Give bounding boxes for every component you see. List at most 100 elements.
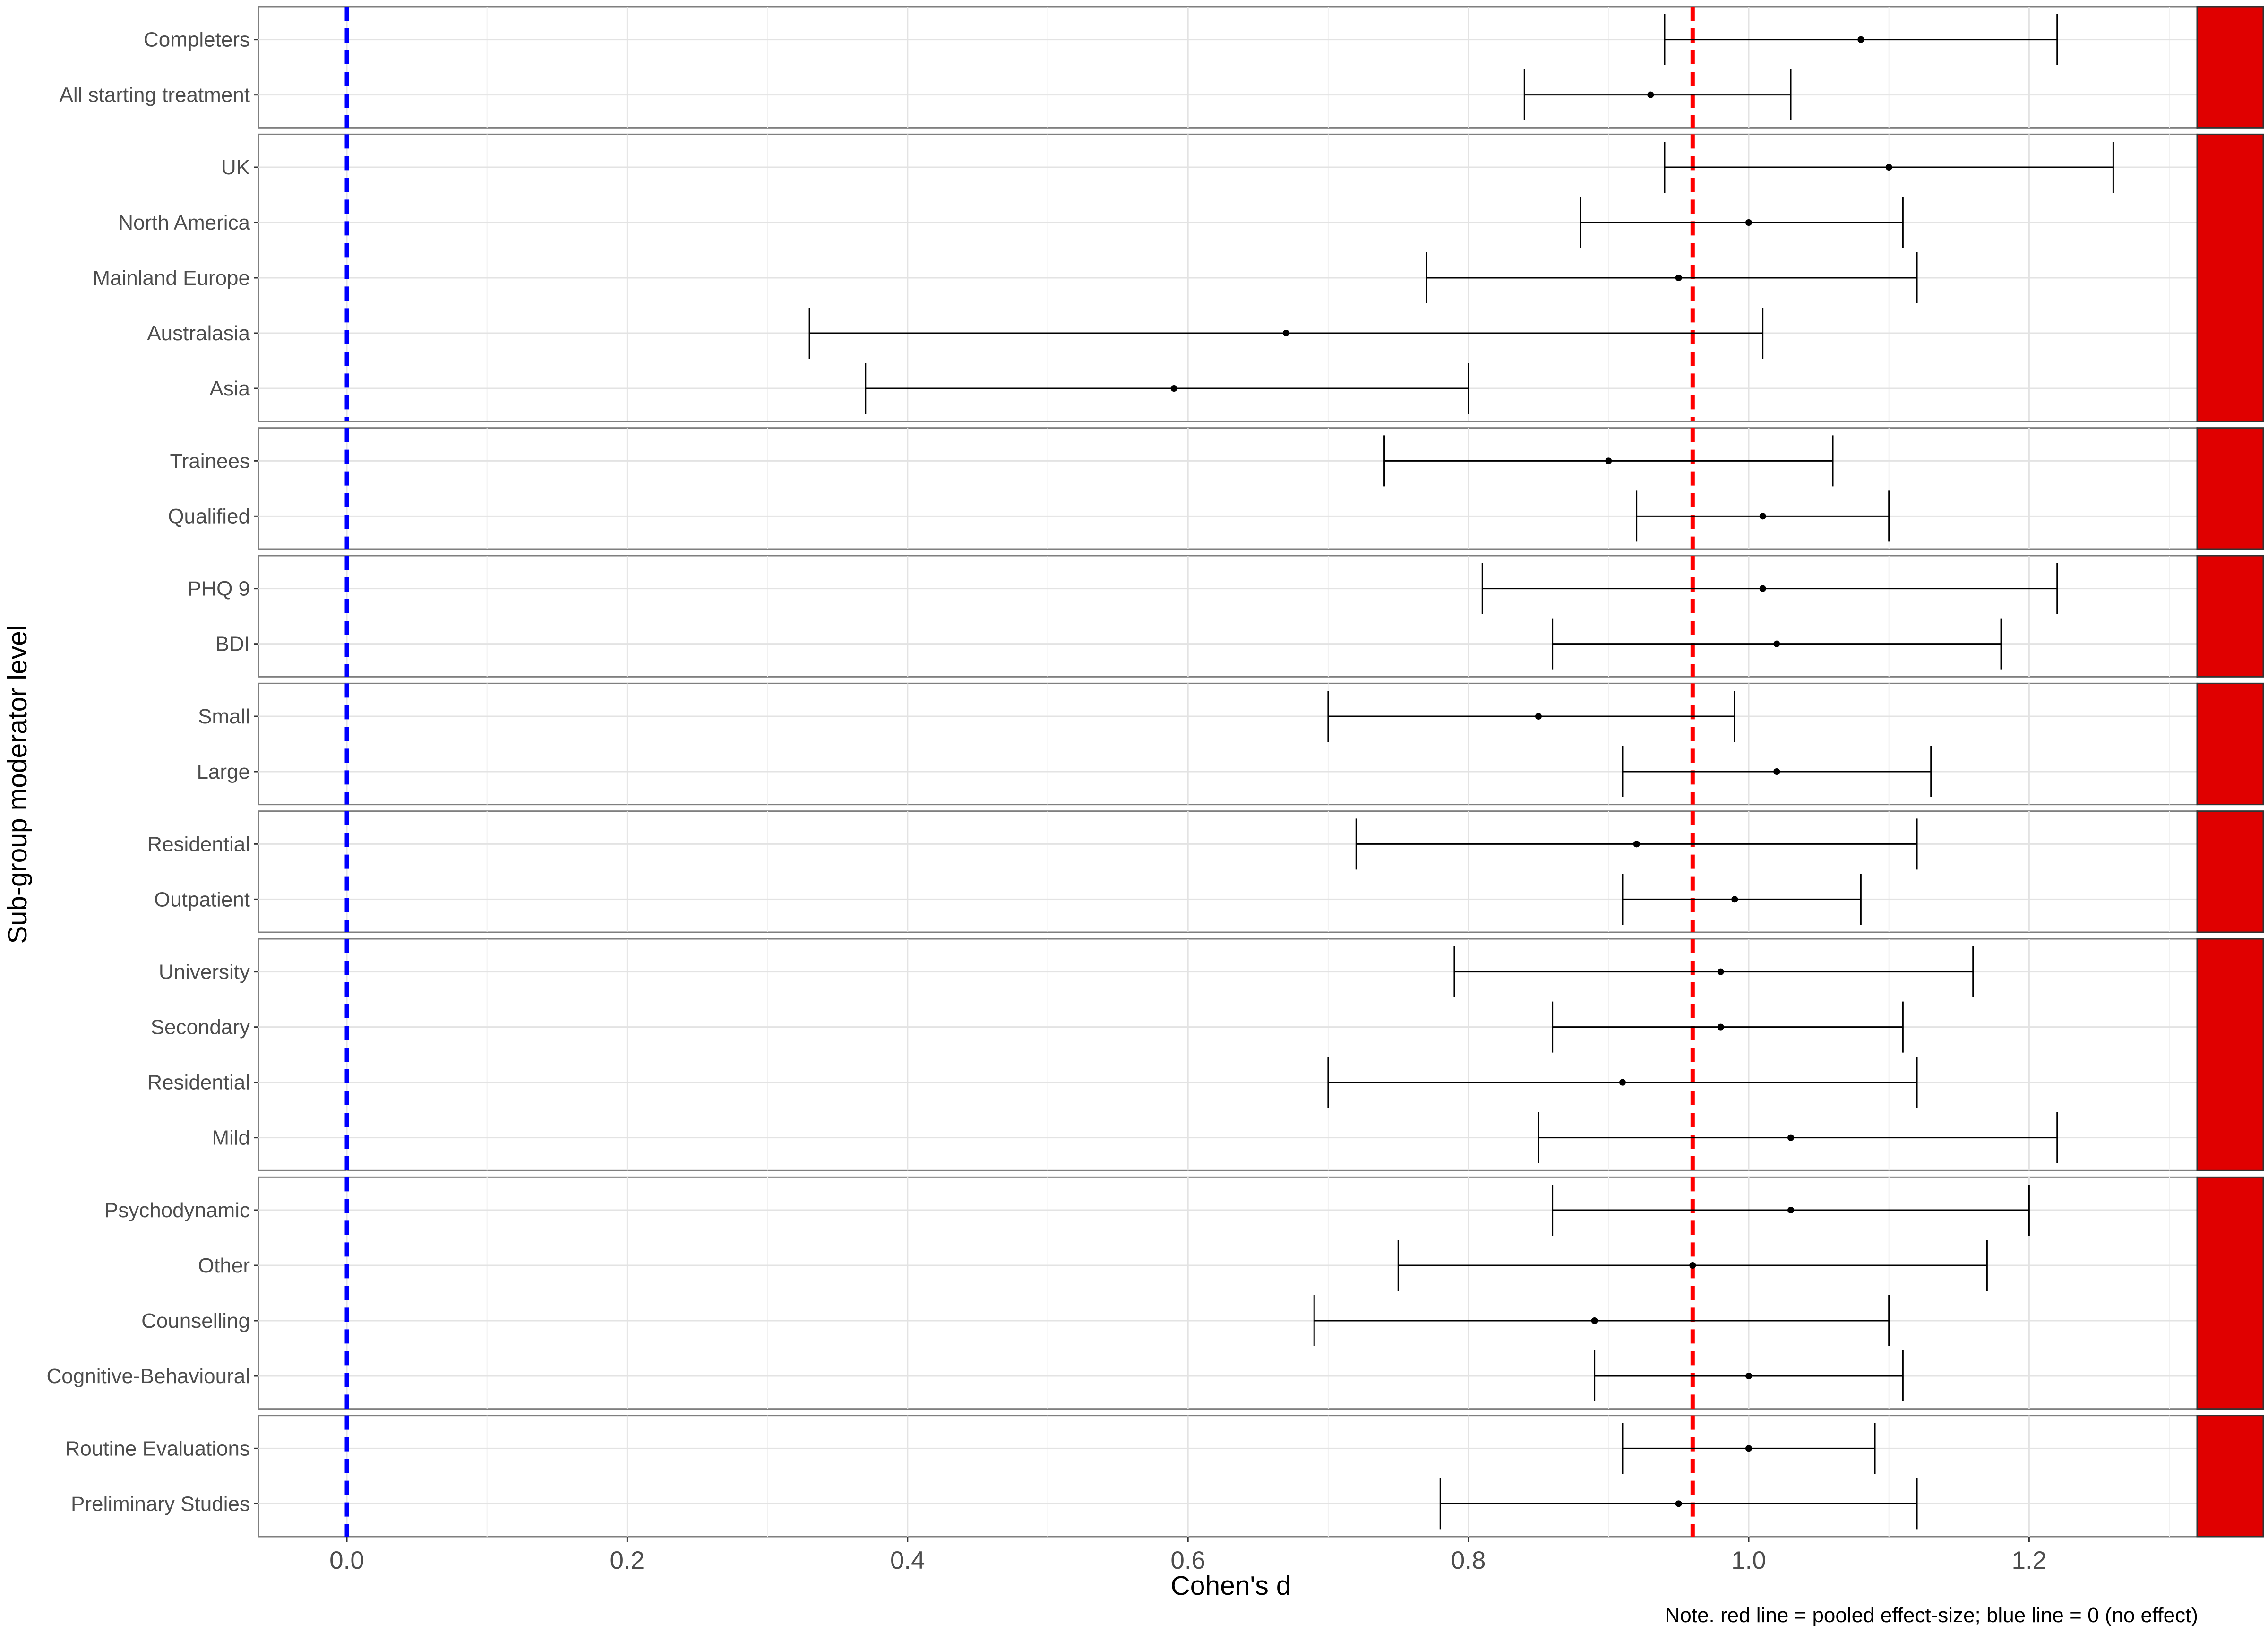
point-estimate (1605, 457, 1612, 464)
point-estimate (1647, 91, 1654, 98)
point-estimate (1773, 640, 1780, 647)
panel-frame (258, 6, 2198, 129)
panel-frame (258, 810, 2198, 933)
point-estimate (1633, 841, 1640, 848)
y-tick-label: UK (221, 156, 250, 179)
facet-panel: UniversitySecondaryResidentialMildSeveri… (147, 938, 2264, 1171)
point-estimate (1885, 164, 1892, 171)
y-tick-label: Completers (144, 28, 250, 52)
facet-strip (2196, 6, 2264, 129)
point-estimate (1773, 768, 1780, 775)
point-estimate (1675, 275, 1682, 281)
point-estimate (1745, 1373, 1752, 1379)
x-tick-label: 0.2 (610, 1547, 645, 1574)
y-tick-label: All starting treatment (60, 84, 250, 107)
panel-frame (258, 1176, 2198, 1410)
x-tick-label: 0.0 (329, 1547, 364, 1574)
panel-frame (258, 555, 2198, 678)
facet-strip (2196, 1176, 2264, 1410)
error-bar (1426, 252, 1918, 303)
facet-panel: UK North America Mainland Europe Australasi… (93, 133, 2264, 422)
panel-frame (258, 1415, 2198, 1538)
point-estimate (1759, 585, 1766, 592)
x-tick-label: 0.6 (1170, 1547, 1205, 1574)
y-tick-label: Asia (209, 377, 250, 400)
y-tick-label: Australasia (147, 322, 250, 345)
x-tick-label: 0.8 (1451, 1547, 1486, 1574)
x-tick-label: 0.4 (890, 1547, 925, 1574)
y-tick-label: Cognitive-Behavioural (47, 1365, 250, 1388)
point-estimate (1759, 513, 1766, 520)
point-estimate (1745, 219, 1752, 226)
facet-strip (2196, 810, 2264, 933)
facet-strip (2196, 555, 2264, 678)
y-tick-label: Mainland Europe (93, 266, 250, 290)
point-estimate (1619, 1079, 1626, 1086)
x-tick-label: 1.0 (1731, 1547, 1766, 1574)
facet-strip (2196, 1415, 2264, 1538)
facet-strip (2196, 133, 2264, 422)
panel-frame (258, 682, 2198, 806)
y-tick-label: Psychodynamic (104, 1199, 250, 1222)
chart-caption: Note. red line = pooled effect-size; blu… (1665, 1604, 2198, 1627)
y-tick-label: Secondary (151, 1016, 250, 1039)
panel-frame (258, 938, 2198, 1171)
error-bar (1481, 563, 2058, 614)
facet-strip (2196, 938, 2264, 1171)
y-tick-label: Qualified (168, 505, 250, 528)
point-estimate (1591, 1317, 1598, 1324)
point-estimate (1787, 1207, 1795, 1213)
point-estimate (1282, 330, 1289, 336)
point-estimate (1689, 1262, 1696, 1269)
point-estimate (1731, 896, 1738, 903)
point-estimate (1675, 1500, 1682, 1507)
point-estimate (1857, 36, 1864, 43)
facet-panel: Psychodynamic Other Counselling Cognitive-B… (47, 1176, 2264, 1410)
y-tick-label: Other (198, 1254, 250, 1277)
y-tick-label: University (159, 961, 250, 984)
x-axis: 0.0 0.2 0.4 0.6 0.8 1.0 1.2 (329, 1537, 2046, 1574)
panel-frame (258, 427, 2198, 550)
y-tick-label: Preliminary Studies (71, 1492, 250, 1515)
point-estimate (1170, 385, 1177, 392)
y-tick-label: PHQ 9 (188, 577, 250, 601)
point-estimate (1745, 1445, 1752, 1452)
error-bar (1552, 1001, 1904, 1053)
facet-panel: ResidentialOutpatientSetting (147, 810, 2264, 933)
y-tick-label: Routine Evaluations (65, 1437, 250, 1460)
y-tick-label: Residential (147, 833, 250, 856)
facet-strip (2196, 427, 2264, 550)
error-bar (1327, 691, 1735, 742)
y-tick-label: Residential (147, 1071, 250, 1094)
y-tick-label: Mild (212, 1126, 250, 1150)
point-estimate (1535, 713, 1542, 720)
x-axis-title: Cohen's d (1171, 1571, 1291, 1601)
point-estimate (1717, 968, 1724, 975)
error-bar (1538, 1112, 2058, 1163)
y-tick-label: North America (118, 211, 250, 234)
y-tick-label: BDI (215, 633, 250, 656)
y-tick-label: Counselling (141, 1309, 250, 1332)
facet-panel: TraineesQualifiedExperienc (168, 427, 2264, 550)
y-tick-label: Outpatient (154, 888, 250, 911)
y-tick-label: Large (197, 760, 250, 783)
error-bar (1313, 1295, 1890, 1346)
point-estimate (1787, 1134, 1795, 1141)
error-bar (1622, 874, 1862, 925)
x-tick-label: 1.2 (2012, 1547, 2047, 1574)
y-tick-label: Small (198, 705, 250, 728)
facet-strip (2196, 682, 2264, 806)
y-axis-title: Sub-group moderator level (2, 625, 33, 944)
error-bar (1453, 946, 1974, 997)
error-bar (1580, 197, 1904, 248)
y-tick-label: Trainees (170, 449, 250, 473)
error-bar (1523, 69, 1792, 120)
facet-panel: PHQ 9BDIMeasure (188, 555, 2264, 678)
facet-panel: SmallLargeSampleSize (197, 682, 2264, 806)
error-bar (865, 363, 1469, 414)
point-estimate (1717, 1023, 1724, 1031)
